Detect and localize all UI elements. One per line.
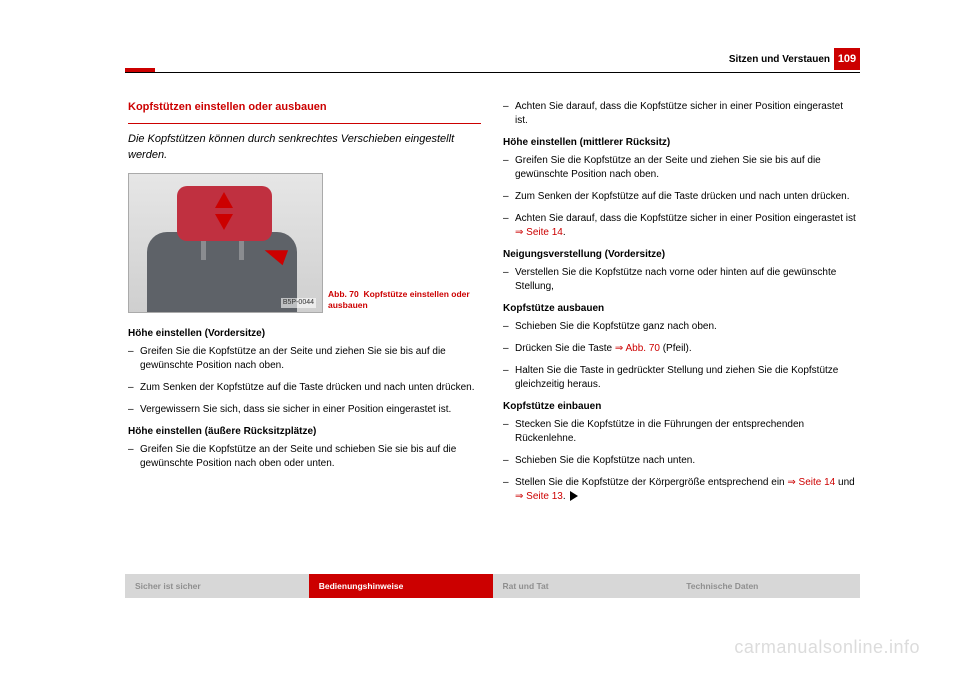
- item-text: Stecken Sie die Kopfstütze in die Führun…: [515, 418, 856, 446]
- list-item: –Stecken Sie die Kopfstütze in die Führu…: [503, 418, 856, 446]
- item-text: Drücken Sie die Taste ⇒ Abb. 70 (Pfeil).: [515, 342, 856, 356]
- tab-techdata[interactable]: Technische Daten: [676, 574, 860, 598]
- page-ref: ⇒ Seite 14: [515, 227, 563, 238]
- item-text: Halten Sie die Taste in gedrückter Stell…: [515, 364, 856, 392]
- headrest-post: [201, 238, 206, 260]
- dash-icon: –: [503, 342, 515, 356]
- dash-icon: –: [128, 443, 140, 471]
- item-text: Achten Sie darauf, dass die Kopfstütze s…: [515, 212, 856, 240]
- arrow-up-icon: [215, 192, 233, 208]
- dash-icon: –: [503, 212, 515, 240]
- dash-icon: –: [503, 364, 515, 392]
- dash-icon: –: [128, 381, 140, 395]
- list-item: –Zum Senken der Kopfstütze auf die Taste…: [503, 190, 856, 204]
- figure-code: B5P-0044: [281, 298, 316, 308]
- item-text: Zum Senken der Kopfstütze auf die Taste …: [140, 381, 481, 395]
- item-text: Vergewissern Sie sich, dass sie sicher i…: [140, 403, 481, 417]
- dash-icon: –: [503, 476, 515, 504]
- figure-headrest: B5P-0044: [128, 173, 323, 313]
- list-item: –Zum Senken der Kopfstütze auf die Taste…: [128, 381, 481, 395]
- continue-icon: [570, 491, 578, 501]
- chapter-title: Sitzen und Verstauen: [729, 54, 830, 65]
- list-item: –Halten Sie die Taste in gedrückter Stel…: [503, 364, 856, 392]
- item-text: Greifen Sie die Kopfstütze an der Seite …: [140, 443, 481, 471]
- list-item: –Greifen Sie die Kopfstütze an der Seite…: [503, 154, 856, 182]
- list-item: –Achten Sie darauf, dass die Kopfstütze …: [503, 212, 856, 240]
- dash-icon: –: [503, 418, 515, 446]
- dash-icon: –: [503, 190, 515, 204]
- arrow-down-icon: [215, 214, 233, 230]
- item-text: Schieben Sie die Kopfstütze nach unten.: [515, 454, 856, 468]
- right-column: –Achten Sie darauf, dass die Kopfstütze …: [503, 100, 856, 558]
- list-item: –Achten Sie darauf, dass die Kopfstütze …: [503, 100, 856, 128]
- dash-icon: –: [128, 345, 140, 373]
- list-item: –Stellen Sie die Kopfstütze der Körpergr…: [503, 476, 856, 504]
- content-columns: Kopfstützen einstellen oder ausbauen Die…: [128, 100, 856, 558]
- section-heading: Kopfstützen einstellen oder ausbauen: [128, 100, 481, 115]
- watermark: carmanualsonline.info: [734, 637, 920, 658]
- left-column: Kopfstützen einstellen oder ausbauen Die…: [128, 100, 481, 558]
- seat-shape: [147, 232, 297, 312]
- list-item: –Greifen Sie die Kopfstütze an der Seite…: [128, 345, 481, 373]
- dash-icon: –: [128, 403, 140, 417]
- heading-rule: [128, 123, 481, 124]
- list-item: –Vergewissern Sie sich, dass sie sicher …: [128, 403, 481, 417]
- manual-page: Sitzen und Verstauen 109 Kopfstützen ein…: [0, 0, 960, 678]
- dash-icon: –: [503, 100, 515, 128]
- dash-icon: –: [503, 320, 515, 334]
- caption-prefix: Abb. 70: [328, 289, 359, 299]
- list-item: –Schieben Sie die Kopfstütze nach unten.: [503, 454, 856, 468]
- item-text: Verstellen Sie die Kopfstütze nach vorne…: [515, 266, 856, 294]
- figure-ref: ⇒ Abb. 70: [615, 343, 660, 354]
- tab-safety[interactable]: Sicher ist sicher: [125, 574, 309, 598]
- tab-operation[interactable]: Bedienungshinweise: [309, 574, 493, 598]
- list-item: –Schieben Sie die Kopfstütze ganz nach o…: [503, 320, 856, 334]
- item-text: Greifen Sie die Kopfstütze an der Seite …: [515, 154, 856, 182]
- dash-icon: –: [503, 266, 515, 294]
- subheading: Kopfstütze einbauen: [503, 400, 856, 414]
- subheading: Höhe einstellen (äußere Rücksitzplätze): [128, 425, 481, 439]
- list-item: –Greifen Sie die Kopfstütze an der Seite…: [128, 443, 481, 471]
- footer-tabs: Sicher ist sicher Bedienungshinweise Rat…: [125, 574, 860, 598]
- subheading: Höhe einstellen (Vordersitze): [128, 327, 481, 341]
- page-ref: ⇒ Seite 13: [515, 491, 563, 502]
- dash-icon: –: [503, 154, 515, 182]
- intro-text: Die Kopfstützen können durch senkrechtes…: [128, 132, 481, 163]
- item-text: Stellen Sie die Kopfstütze der Körpergrö…: [515, 476, 856, 504]
- subheading: Kopfstütze ausbauen: [503, 302, 856, 316]
- subheading: Neigungsverstellung (Vordersitze): [503, 248, 856, 262]
- item-text: Zum Senken der Kopfstütze auf die Taste …: [515, 190, 856, 204]
- header-rule: [125, 72, 860, 73]
- subheading: Höhe einstellen (mittlerer Rücksitz): [503, 136, 856, 150]
- headrest-post: [239, 238, 244, 260]
- list-item: –Drücken Sie die Taste ⇒ Abb. 70 (Pfeil)…: [503, 342, 856, 356]
- item-text: Schieben Sie die Kopfstütze ganz nach ob…: [515, 320, 856, 334]
- page-ref: ⇒ Seite 14: [787, 477, 835, 488]
- dash-icon: –: [503, 454, 515, 468]
- list-item: –Verstellen Sie die Kopfstütze nach vorn…: [503, 266, 856, 294]
- page-number: 109: [834, 48, 860, 70]
- tab-tips[interactable]: Rat und Tat: [493, 574, 677, 598]
- item-text: Achten Sie darauf, dass die Kopfstütze s…: [515, 100, 856, 128]
- item-text: Greifen Sie die Kopfstütze an der Seite …: [140, 345, 481, 373]
